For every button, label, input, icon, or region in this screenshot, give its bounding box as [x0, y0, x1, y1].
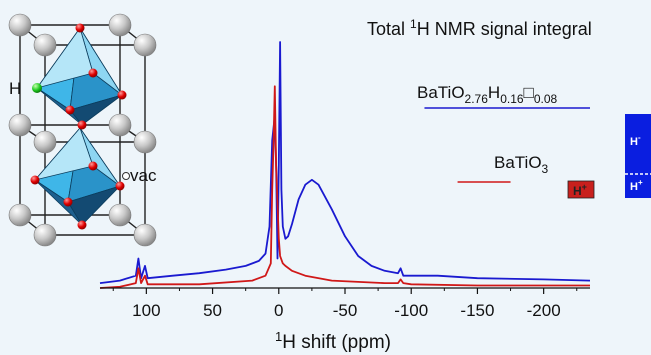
badge-hydride-blue: H- H+	[625, 114, 651, 198]
hydride-label: H	[9, 79, 21, 98]
x-tick-label: 100	[132, 301, 160, 320]
x-axis-label: 1H shift (ppm)	[275, 329, 391, 353]
svg-text:H-: H-	[630, 133, 641, 148]
integral-lines	[424, 107, 590, 183]
spectrum-batio3-line	[99, 85, 590, 289]
series-label-batio3: BaTiO3	[494, 153, 549, 176]
vacancy-marker	[122, 172, 130, 180]
spectrum-hydride-line	[99, 41, 591, 284]
hydride-atom	[32, 83, 42, 93]
badge-proton-red: H+	[567, 180, 595, 199]
x-tick-label: -150	[460, 301, 494, 320]
x-tick-label: -100	[394, 301, 428, 320]
svg-text:H+: H+	[630, 178, 643, 193]
o-atoms	[30, 23, 127, 230]
x-tick-label: 50	[203, 301, 222, 320]
series-label-hydride: BaTiO2.76H0.16□0.08	[417, 83, 558, 106]
x-tick-label: -50	[333, 301, 358, 320]
x-tick-label: 0	[274, 301, 283, 320]
x-axis: 100 50 0 -50 -100 -150 -200	[100, 287, 590, 320]
octahedron-bottom	[33, 126, 121, 226]
x-tick-label: -200	[527, 301, 561, 320]
vacancy-label: vac	[130, 166, 157, 185]
ba-atoms	[8, 13, 157, 247]
chart-title: Total 1H NMR signal integral	[367, 17, 592, 39]
svg-text:H+: H+	[573, 182, 587, 198]
octahedron-top	[36, 26, 123, 126]
spectra	[99, 41, 591, 289]
crystal-structure-inset: H vac	[8, 13, 157, 247]
